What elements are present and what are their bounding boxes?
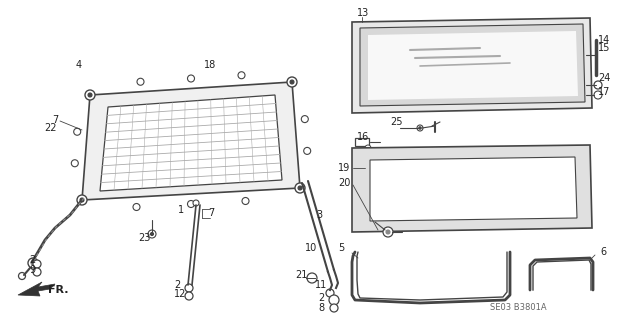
Circle shape <box>185 284 193 292</box>
Text: 15: 15 <box>598 43 611 53</box>
Polygon shape <box>82 82 300 200</box>
Text: 12: 12 <box>174 289 186 299</box>
Circle shape <box>193 200 199 206</box>
Circle shape <box>77 195 87 205</box>
Circle shape <box>304 147 310 154</box>
Polygon shape <box>370 157 577 221</box>
Text: 3: 3 <box>316 210 322 220</box>
Text: 22: 22 <box>44 123 56 133</box>
Circle shape <box>594 81 602 89</box>
Text: 2: 2 <box>318 293 324 303</box>
Circle shape <box>290 80 294 84</box>
Circle shape <box>417 125 423 131</box>
Circle shape <box>326 289 334 297</box>
Circle shape <box>148 230 156 238</box>
Circle shape <box>383 227 393 237</box>
Circle shape <box>295 183 305 193</box>
Text: FR.: FR. <box>48 285 68 295</box>
Circle shape <box>330 304 338 312</box>
Circle shape <box>31 261 35 265</box>
Circle shape <box>386 230 390 234</box>
Circle shape <box>80 198 84 202</box>
Text: 13: 13 <box>357 8 369 18</box>
Text: 6: 6 <box>600 247 606 257</box>
Text: 11: 11 <box>315 280 327 290</box>
Text: 24: 24 <box>598 73 611 83</box>
Bar <box>355 138 369 146</box>
Polygon shape <box>360 24 585 106</box>
Polygon shape <box>352 145 592 232</box>
Circle shape <box>133 204 140 211</box>
Circle shape <box>71 160 78 167</box>
Circle shape <box>329 295 339 305</box>
Text: 8: 8 <box>318 303 324 313</box>
Text: 5: 5 <box>338 243 344 253</box>
Polygon shape <box>18 282 55 296</box>
Circle shape <box>185 292 193 300</box>
Circle shape <box>301 115 308 122</box>
Circle shape <box>74 128 81 135</box>
Polygon shape <box>100 95 282 191</box>
Text: 1: 1 <box>178 205 184 215</box>
Circle shape <box>188 201 195 207</box>
Circle shape <box>287 77 297 87</box>
Circle shape <box>33 268 41 276</box>
Circle shape <box>19 272 26 279</box>
Text: 9: 9 <box>29 265 35 275</box>
Circle shape <box>307 273 317 283</box>
Text: 2: 2 <box>174 280 180 290</box>
Circle shape <box>137 78 144 85</box>
Text: 19: 19 <box>338 163 350 173</box>
Text: 16: 16 <box>357 132 369 142</box>
Circle shape <box>594 91 602 99</box>
Circle shape <box>365 145 371 151</box>
Text: 7: 7 <box>208 208 214 218</box>
Text: 14: 14 <box>598 35 611 45</box>
Polygon shape <box>352 18 592 113</box>
Text: 17: 17 <box>598 87 611 97</box>
Text: 7: 7 <box>52 115 58 125</box>
Text: SE03 B3801A: SE03 B3801A <box>490 303 547 313</box>
Circle shape <box>419 127 421 129</box>
Text: 18: 18 <box>204 60 216 70</box>
Circle shape <box>238 72 245 79</box>
Circle shape <box>150 233 154 235</box>
Text: 4: 4 <box>76 60 82 70</box>
Circle shape <box>298 186 302 190</box>
Polygon shape <box>368 31 578 100</box>
Text: 21: 21 <box>295 270 307 280</box>
Circle shape <box>188 75 195 82</box>
Text: 10: 10 <box>305 243 317 253</box>
Circle shape <box>85 90 95 100</box>
Circle shape <box>242 197 249 204</box>
Text: 20: 20 <box>338 178 350 188</box>
Text: 25: 25 <box>390 117 403 127</box>
Text: 2: 2 <box>29 255 35 265</box>
Circle shape <box>33 260 41 268</box>
Circle shape <box>28 258 38 268</box>
Text: 23: 23 <box>138 233 150 243</box>
Circle shape <box>88 93 92 97</box>
